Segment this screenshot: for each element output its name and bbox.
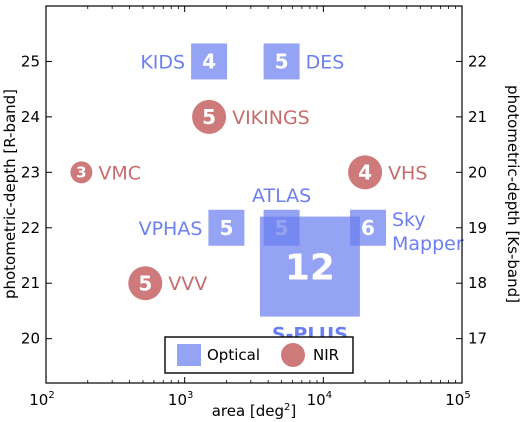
legend-nir-label: NIR <box>313 346 339 364</box>
y-right-tick-label: 17 <box>468 330 487 348</box>
y-right-tick-label: 20 <box>468 163 487 181</box>
filter-count-vphas: 5 <box>219 216 233 240</box>
y-left-tick-label: 24 <box>21 108 40 126</box>
filter-count-kids: 4 <box>202 50 216 74</box>
x-tick-label: 102 <box>29 390 54 409</box>
x-axis-label: area [deg2] <box>212 402 297 420</box>
circle-vikings <box>192 99 227 134</box>
y-left-tick-label: 20 <box>21 330 40 348</box>
y-left-tick-label: 21 <box>21 274 40 292</box>
y-right-tick-label: 19 <box>468 219 487 237</box>
square-s-plus <box>259 216 360 317</box>
filter-count-vikings: 5 <box>202 105 216 129</box>
filter-count-s-plus: 12 <box>285 248 335 289</box>
filter-count-sky-mapper: 6 <box>361 216 375 240</box>
y-right-tick-label: 18 <box>468 274 487 292</box>
x-tick-label: 103 <box>168 390 193 409</box>
y-left-tick-label: 22 <box>21 219 40 237</box>
survey-label-sky-mapper: Sky Mapper <box>392 209 464 255</box>
survey-label-vmc: VMC <box>98 162 141 184</box>
survey-label-vhs: VHS <box>388 162 427 184</box>
legend-optical-swatch <box>177 344 201 366</box>
survey-label-kids: KIDS <box>140 51 185 73</box>
x-tick-label: 104 <box>307 390 332 409</box>
filter-count-vvv: 5 <box>138 271 152 295</box>
filter-count-vmc: 3 <box>76 164 86 182</box>
legend-optical-label: Optical <box>207 346 260 364</box>
y-axis-label-right: photometric-depth [Ks-band] <box>504 85 520 303</box>
marks-layer: 4KIDS5DES5VPHAS5ATLAS6SkyMapper12S-PLUS5… <box>70 43 464 346</box>
y-axis-label-left: photometric-depth [R-band] <box>1 89 19 299</box>
legend: Optical NIR <box>164 336 354 374</box>
circle-vmc <box>70 161 93 184</box>
square-vphas <box>208 209 245 246</box>
survey-label-atlas: ATLAS <box>252 185 311 207</box>
survey-label-vikings: VIKINGS <box>232 107 310 129</box>
ticks-layer: 102 103 104 105 20 21 22 23 24 25 17 18 19 20 21 22 <box>21 6 487 409</box>
y-left-tick-label: 23 <box>21 163 40 181</box>
filter-count-des: 5 <box>275 50 289 74</box>
plot-frame <box>45 5 463 384</box>
y-right-tick-label: 22 <box>468 52 487 70</box>
circle-vvv <box>128 266 163 301</box>
circle-vhs <box>348 155 383 190</box>
x-tick-label: 105 <box>445 390 470 409</box>
survey-label-vvv: VVV <box>168 273 207 295</box>
filter-count-vhs: 4 <box>358 161 372 185</box>
y-right-tick-label: 21 <box>468 108 487 126</box>
square-des <box>263 43 300 80</box>
square-kids <box>191 43 228 80</box>
y-left-tick-label: 25 <box>21 52 40 70</box>
legend-nir-swatch <box>281 343 305 367</box>
survey-label-vphas: VPHAS <box>139 218 203 240</box>
survey-label-des: DES <box>306 51 345 73</box>
